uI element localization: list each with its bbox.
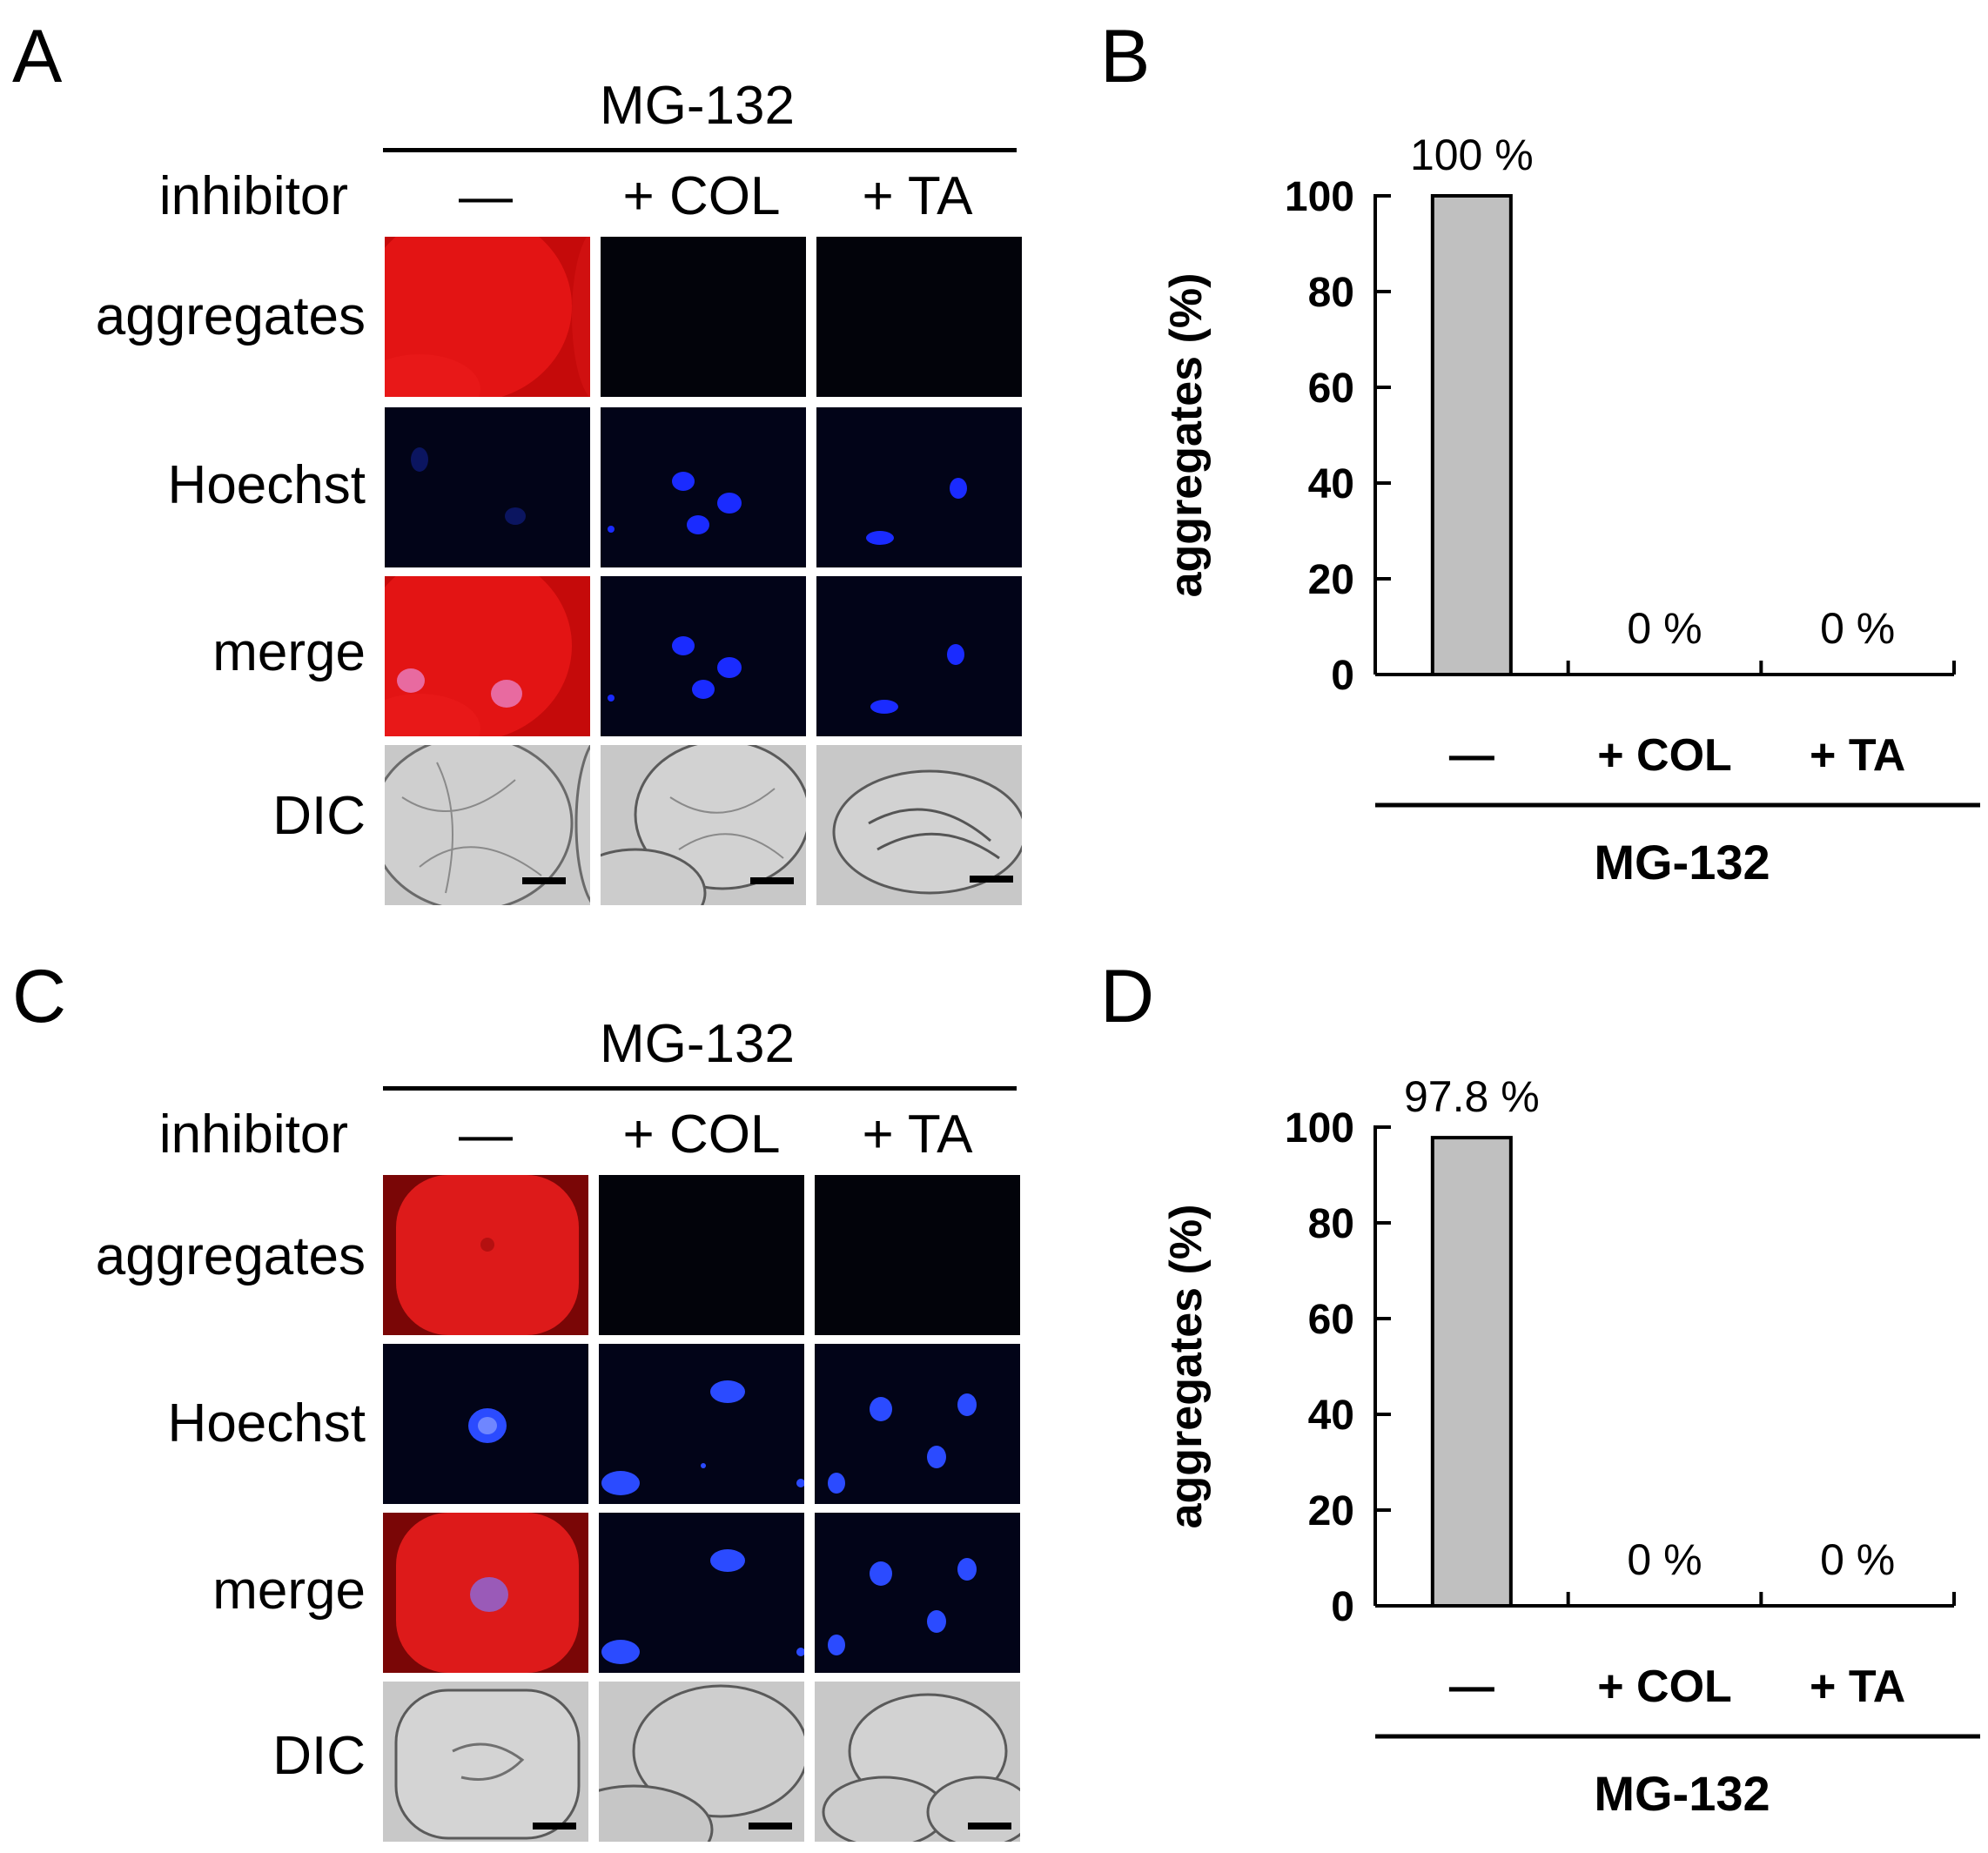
panel-c-aggregates-col-image	[599, 1175, 804, 1335]
panel-letter-b: B	[1100, 15, 1151, 98]
panel-d-y-axis-label: aggregates (%)	[1161, 1205, 1212, 1529]
panel-a-row-aggregates: aggregates	[95, 286, 366, 346]
panel-a-dic-col-image	[601, 745, 806, 905]
panel-c-aggregates-none-image	[383, 1175, 588, 1335]
panel-d-svg: 0 20 40 60 80 100 aggregates (%) 97.8 % — 0 % + CO…	[1161, 1072, 1980, 1821]
panel-letter-a: A	[12, 15, 63, 98]
panel-a-row-merge: merge	[212, 622, 366, 682]
panel-b-category-label: —	[1449, 730, 1494, 781]
panel-b-y-tick-label: 60	[1308, 366, 1354, 412]
panel-c-inhibitor-label: inhibitor	[158, 1104, 348, 1165]
panel-a-treatment-underline	[383, 148, 1017, 152]
panel-a-aggregates-none-image	[385, 237, 590, 397]
panel-c-column-col: + COL	[622, 1104, 781, 1165]
panel-b-y-tick-label: 20	[1308, 557, 1354, 603]
panel-c-hoechst-col-image	[599, 1344, 804, 1504]
panel-letter-c: C	[12, 955, 67, 1038]
panel-b-data-label: 100 %	[1410, 131, 1534, 179]
panel-a-hoechst-col-image	[601, 407, 806, 567]
panel-c-row-dic: DIC	[272, 1726, 366, 1786]
panel-d-data-label: 0 %	[1627, 1535, 1702, 1584]
panel-b-category-label: + TA	[1810, 730, 1905, 781]
panel-d-category-label: + COL	[1597, 1662, 1732, 1712]
panel-c-hoechst-none-image	[383, 1344, 588, 1504]
panel-c-merge-col-image	[599, 1513, 804, 1673]
panel-a-aggregates-col-image	[601, 237, 806, 397]
panel-d-category-label: —	[1449, 1662, 1494, 1712]
panel-d-y-tick-label: 80	[1308, 1201, 1354, 1247]
panel-c-treatment-underline	[383, 1086, 1017, 1091]
panel-d-data-label: 97.8 %	[1404, 1072, 1540, 1121]
panel-a-hoechst-none-image	[385, 407, 590, 567]
panel-b-y-tick-label: 0	[1331, 653, 1354, 699]
panel-d-category-label: + TA	[1810, 1662, 1905, 1712]
panel-c-aggregates-ta-image	[815, 1175, 1020, 1335]
panel-d-y-tick-label: 40	[1308, 1393, 1354, 1439]
panel-d-y-tick-label: 20	[1308, 1488, 1354, 1534]
panel-b-data-label: 0 %	[1820, 604, 1895, 653]
panel-b-category-label: + COL	[1597, 730, 1732, 781]
panel-b-y-tick-label: 40	[1308, 461, 1354, 507]
panel-a-row-hoechst: Hoechst	[167, 455, 366, 515]
panel-d-bar-chart: 0 20 40 60 80 100 aggregates (%) 97.8 % — 0 % + CO…	[1123, 1053, 1988, 1821]
panel-a-treatment-title: MG-132	[600, 76, 795, 136]
panel-a-aggregates-ta-image	[816, 237, 1022, 397]
panel-a-merge-none-image	[385, 576, 590, 736]
panel-c-hoechst-ta-image	[815, 1344, 1020, 1504]
panel-c-row-hoechst: Hoechst	[167, 1393, 366, 1454]
panel-c-dic-col-image	[599, 1682, 804, 1842]
panel-d-group-label: MG-132	[1594, 1766, 1770, 1821]
panel-d-y-tick-label: 100	[1285, 1105, 1354, 1151]
panel-c-dic-none-image	[383, 1682, 588, 1842]
panel-a-hoechst-ta-image	[816, 407, 1022, 567]
panel-a-dic-none-image	[385, 745, 590, 905]
panel-a-column-none: —	[459, 166, 513, 226]
panel-a-row-dic: DIC	[272, 786, 366, 846]
panel-b-data-label: 0 %	[1627, 604, 1702, 653]
panel-a-column-ta: + TA	[862, 166, 973, 226]
panel-d-bar	[1430, 1136, 1513, 1608]
panel-a-column-col: + COL	[622, 166, 781, 226]
panel-letter-d: D	[1100, 955, 1155, 1038]
panel-c-dic-ta-image	[815, 1682, 1020, 1842]
panel-c-treatment-title: MG-132	[600, 1014, 795, 1074]
panel-b-bar	[1430, 194, 1513, 676]
panel-c-column-ta: + TA	[862, 1104, 973, 1165]
panel-c-row-merge: merge	[212, 1561, 366, 1621]
panel-d-y-tick-label: 60	[1308, 1297, 1354, 1343]
panel-c-column-none: —	[459, 1104, 513, 1165]
panel-d-y-tick-label: 0	[1331, 1584, 1354, 1630]
panel-c-row-aggregates: aggregates	[95, 1226, 366, 1286]
panel-c-merge-none-image	[383, 1513, 588, 1673]
panel-a-merge-col-image	[601, 576, 806, 736]
panel-a-dic-ta-image	[816, 745, 1022, 905]
panel-b-group-label: MG-132	[1594, 835, 1770, 890]
panel-b-y-tick-label: 100	[1285, 174, 1354, 220]
panel-d-data-label: 0 %	[1820, 1535, 1895, 1584]
panel-a-merge-ta-image	[816, 576, 1022, 736]
panel-b-svg: 0 20 40 60 80 100 aggregates (%) 100 % — 0 % + COL…	[1161, 131, 1980, 890]
panel-b-y-axis-label: aggregates (%)	[1161, 273, 1212, 598]
panel-c-merge-ta-image	[815, 1513, 1020, 1673]
panel-a-inhibitor-label: inhibitor	[158, 166, 348, 226]
panel-b-y-tick-label: 80	[1308, 270, 1354, 316]
panel-b-bar-chart: 0 20 40 60 80 100 aggregates (%) 100 % — 0 % + COL…	[1123, 122, 1988, 890]
